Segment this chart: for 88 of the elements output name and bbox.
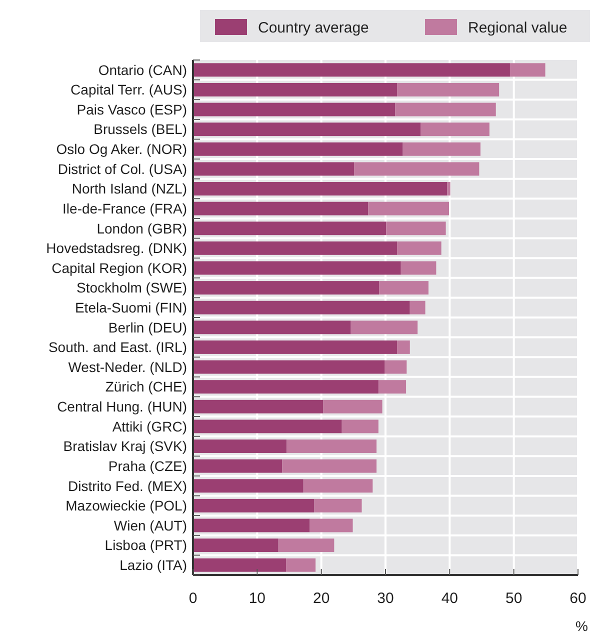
x-tick-label: 20 <box>312 590 330 607</box>
bar <box>193 380 378 394</box>
bar <box>350 320 418 334</box>
bar <box>395 102 496 116</box>
bar <box>384 360 407 374</box>
bar <box>193 261 401 275</box>
bar <box>368 202 450 216</box>
bar <box>397 241 442 255</box>
x-tick-label: 50 <box>505 590 522 607</box>
bar <box>193 538 278 552</box>
y-tick-label: Berlin (DEU) <box>108 319 187 336</box>
bar <box>303 479 373 493</box>
legend-label: Country average <box>258 19 369 36</box>
y-tick-label: Wien (AUT) <box>114 517 187 534</box>
bar <box>378 380 406 394</box>
bar <box>310 518 353 532</box>
bar <box>323 400 382 414</box>
bar <box>400 261 436 275</box>
bar <box>193 281 380 295</box>
bar <box>193 459 282 473</box>
bar <box>193 498 314 512</box>
bar <box>379 281 428 295</box>
y-tick-label: Lazio (ITA) <box>120 556 187 573</box>
bar <box>386 222 446 236</box>
x-tick-label: 0 <box>188 590 198 607</box>
y-tick-label: Oslo Og Aker. (NOR) <box>56 141 187 158</box>
bar <box>193 63 510 77</box>
bar <box>314 498 362 512</box>
y-tick-label: District of Col. (USA) <box>58 160 187 177</box>
y-tick-label: West-Neder. (NLD) <box>68 358 187 375</box>
y-tick-label: Hovedstadsreg. (DNK) <box>46 240 187 256</box>
y-tick-label: Ontario (CAN) <box>98 62 187 78</box>
y-tick-label: Stockholm (SWE) <box>76 280 187 296</box>
bar <box>193 142 403 156</box>
y-tick-label: London (GBR) <box>96 220 187 236</box>
y-tick-label: Capital Region (KOR) <box>52 260 187 276</box>
bar <box>193 182 448 196</box>
legend-label: Regional value <box>468 19 568 36</box>
y-tick-label: Etela-Suomi (FIN) <box>74 299 187 316</box>
bar <box>354 162 480 176</box>
bar <box>402 142 480 156</box>
y-tick-label: North Island (NZL) <box>72 180 187 197</box>
bar <box>510 63 546 77</box>
bar <box>193 241 398 255</box>
bar <box>193 558 286 572</box>
bar <box>193 340 398 354</box>
bar <box>193 300 410 314</box>
bar <box>193 122 421 136</box>
y-tick-label: Distrito Fed. (MEX) <box>68 478 187 494</box>
x-tick-label: 60 <box>570 590 586 607</box>
bar <box>447 182 450 196</box>
y-tick-label: Ile-de-France (FRA) <box>62 200 187 216</box>
bar <box>193 82 398 96</box>
bar <box>193 479 304 493</box>
x-axis-title: % <box>576 618 588 634</box>
y-tick-label: South. and East. (IRL) <box>48 339 187 356</box>
bar <box>397 82 500 96</box>
y-tick-label: Capital Terr. (AUS) <box>70 82 187 98</box>
bar <box>193 440 287 453</box>
bar <box>193 162 354 176</box>
x-tick-label: 30 <box>377 590 394 607</box>
bar <box>193 202 368 216</box>
bar <box>342 420 378 434</box>
y-tick-label: Praha (CZE) <box>108 458 187 474</box>
bar <box>397 340 410 354</box>
y-tick-label: Pais Vasco (ESP) <box>76 101 187 118</box>
y-tick-label: Brussels (BEL) <box>94 121 187 138</box>
y-tick-label: Attiki (GRC) <box>112 418 187 434</box>
y-tick-label: Zürich (CHE) <box>105 378 187 395</box>
y-tick-label: Bratislav Kraj (SVK) <box>63 438 187 454</box>
bar <box>193 320 351 334</box>
bar <box>193 360 385 374</box>
y-tick-label: Lisboa (PRT) <box>104 537 187 554</box>
bar <box>286 440 377 453</box>
y-tick-label: Mazowieckie (POL) <box>66 498 187 514</box>
x-tick-label: 40 <box>441 590 458 607</box>
bar <box>410 300 426 314</box>
bar <box>193 400 324 414</box>
bar <box>286 558 316 572</box>
bar <box>193 420 342 434</box>
y-tick-label: Central Hung. (HUN) <box>57 398 187 415</box>
bar <box>282 459 377 473</box>
bar <box>193 102 396 116</box>
bar <box>193 518 310 532</box>
bar <box>278 538 334 552</box>
x-tick-label: 10 <box>248 590 266 607</box>
bar <box>420 122 490 136</box>
bar <box>193 222 386 236</box>
